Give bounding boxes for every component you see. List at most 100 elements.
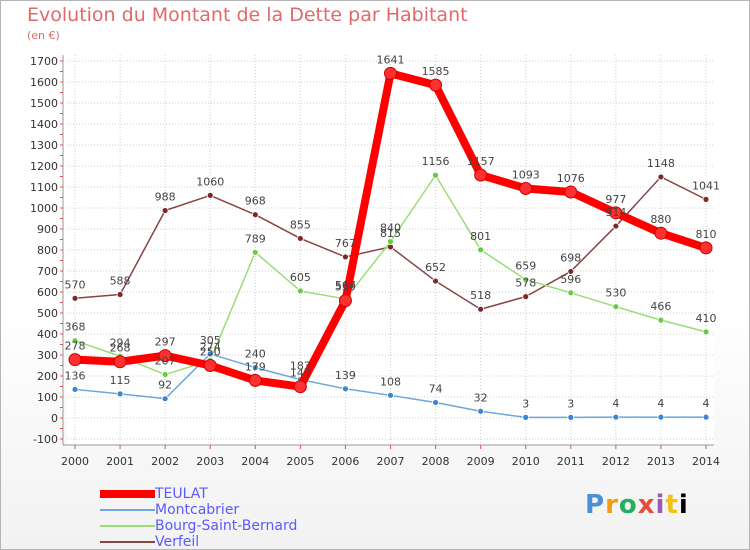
data-label: 92 bbox=[158, 379, 172, 392]
data-label: 136 bbox=[65, 369, 86, 382]
y-tick-label: 1500 bbox=[30, 97, 58, 110]
data-label: 139 bbox=[335, 369, 356, 382]
x-tick-label: 2000 bbox=[61, 455, 89, 468]
data-point bbox=[71, 386, 79, 393]
brand-letter: x bbox=[637, 490, 656, 520]
data-label: 659 bbox=[515, 260, 536, 273]
data-label: 1156 bbox=[422, 155, 450, 168]
data-label: 789 bbox=[245, 232, 266, 245]
data-point bbox=[248, 373, 262, 387]
data-point bbox=[251, 211, 259, 219]
y-tick-label: 500 bbox=[37, 307, 58, 320]
x-tick-label: 2014 bbox=[692, 455, 720, 468]
data-point bbox=[702, 195, 710, 203]
data-point bbox=[296, 287, 304, 295]
data-label: 1148 bbox=[647, 157, 675, 170]
data-point bbox=[522, 293, 530, 301]
data-label: 368 bbox=[65, 321, 86, 334]
data-label: 179 bbox=[245, 360, 266, 373]
data-point bbox=[657, 316, 665, 324]
legend-label-verfeil: Verfeil bbox=[155, 534, 200, 550]
data-label: 559 bbox=[335, 281, 356, 294]
data-point bbox=[206, 191, 214, 199]
legend-swatch-bourg-saint-bernard bbox=[100, 525, 155, 527]
y-tick-label: 700 bbox=[37, 265, 58, 278]
y-tick-label: 0 bbox=[51, 412, 58, 425]
x-tick-label: 2003 bbox=[196, 455, 224, 468]
x-tick-label: 2012 bbox=[602, 455, 630, 468]
y-tick-label: 200 bbox=[37, 370, 58, 383]
data-label: 840 bbox=[380, 222, 401, 235]
data-label: 3 bbox=[567, 397, 574, 410]
data-point bbox=[699, 241, 713, 255]
data-label: 1076 bbox=[557, 172, 585, 185]
data-point bbox=[71, 337, 79, 345]
legend-item-montcabrier: Montcabrier bbox=[100, 502, 297, 518]
data-label: 588 bbox=[110, 275, 131, 288]
data-label: 968 bbox=[245, 195, 266, 208]
x-tick-label: 2013 bbox=[647, 455, 675, 468]
legend-label-teulat: TEULAT bbox=[155, 486, 208, 502]
x-tick-label: 2006 bbox=[331, 455, 359, 468]
data-point bbox=[654, 226, 668, 240]
x-tick-label: 2008 bbox=[422, 455, 450, 468]
data-label: 767 bbox=[335, 237, 356, 250]
data-label: 294 bbox=[110, 336, 131, 349]
data-point bbox=[203, 359, 217, 372]
data-point bbox=[474, 168, 488, 182]
data-label: 1157 bbox=[467, 155, 495, 168]
legend-swatch-montcabrier bbox=[100, 509, 155, 511]
y-tick-label: 1700 bbox=[30, 55, 58, 68]
data-label: 570 bbox=[65, 278, 86, 291]
legend-swatch-teulat bbox=[100, 490, 155, 498]
data-point bbox=[567, 268, 575, 275]
data-point bbox=[116, 291, 124, 298]
data-label: 207 bbox=[155, 355, 176, 368]
brand-letter: o bbox=[618, 490, 638, 520]
data-label: 274 bbox=[200, 340, 221, 353]
data-point bbox=[338, 294, 352, 308]
data-label: 1585 bbox=[422, 65, 450, 78]
brand-letter: i bbox=[678, 490, 689, 520]
data-label: 801 bbox=[470, 230, 491, 243]
data-point bbox=[567, 413, 575, 421]
brand-letter: i bbox=[655, 490, 666, 520]
data-point bbox=[429, 78, 443, 92]
data-point bbox=[609, 206, 623, 220]
data-point bbox=[161, 371, 169, 378]
data-point bbox=[612, 222, 620, 230]
data-point bbox=[477, 305, 485, 313]
data-label: 567 bbox=[335, 279, 356, 292]
data-point bbox=[71, 294, 79, 302]
data-label: 4 bbox=[612, 397, 619, 410]
data-point bbox=[702, 413, 710, 421]
data-label: 4 bbox=[657, 397, 664, 410]
data-point bbox=[342, 385, 349, 393]
legend-label-montcabrier: Montcabrier bbox=[155, 502, 240, 518]
chart-title: Evolution du Montant de la Dette par Hab… bbox=[27, 4, 468, 26]
data-label: 32 bbox=[474, 391, 488, 404]
data-label: 855 bbox=[290, 218, 311, 231]
data-label: 815 bbox=[380, 227, 401, 240]
data-label: 1060 bbox=[196, 175, 224, 188]
data-label: 578 bbox=[515, 277, 536, 290]
data-label: 108 bbox=[380, 375, 401, 388]
x-tick-label: 2005 bbox=[286, 455, 314, 468]
data-label: 240 bbox=[245, 348, 266, 361]
data-label: 278 bbox=[65, 340, 86, 353]
data-point bbox=[387, 238, 394, 246]
y-tick-label: 600 bbox=[37, 286, 58, 299]
y-tick-label: 1000 bbox=[30, 202, 58, 215]
data-point bbox=[522, 413, 530, 421]
x-tick-label: 2002 bbox=[151, 455, 179, 468]
y-tick-label: 800 bbox=[37, 244, 58, 257]
data-point bbox=[68, 353, 82, 367]
x-tick-label: 2007 bbox=[377, 455, 405, 468]
y-tick-label: 1200 bbox=[30, 160, 58, 173]
legend-item-teulat: TEULAT bbox=[100, 486, 297, 502]
data-point bbox=[519, 181, 533, 195]
data-label: 880 bbox=[650, 213, 671, 226]
data-point bbox=[387, 391, 394, 399]
x-tick-label: 2009 bbox=[467, 455, 495, 468]
